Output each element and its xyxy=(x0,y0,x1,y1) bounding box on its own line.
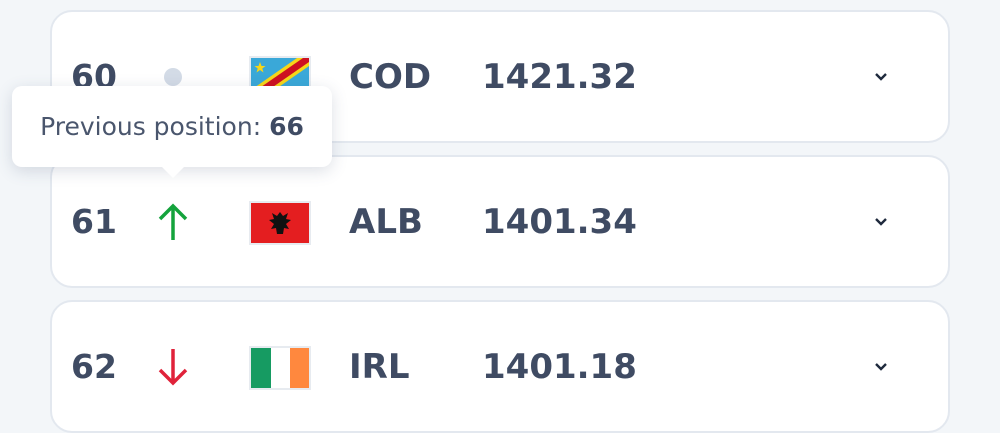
albania-flag-icon xyxy=(249,201,311,245)
no-change-dot-icon[interactable] xyxy=(156,12,190,141)
chevron-down-icon[interactable] xyxy=(874,12,888,141)
rating: 1401.18 xyxy=(482,346,637,387)
rating: 1401.34 xyxy=(482,201,637,242)
country-code: COD xyxy=(349,56,432,97)
tooltip-label: Previous position: xyxy=(40,112,262,141)
chevron-down-icon[interactable] xyxy=(874,157,888,286)
rank: 62 xyxy=(71,347,117,386)
ranking-row[interactable]: 62 IRL 1401.18 xyxy=(50,300,950,433)
arrow-up-icon[interactable] xyxy=(156,157,190,286)
previous-position-tooltip: Previous position: 66 xyxy=(12,86,332,178)
ranking-row[interactable]: 61 ALB 1401.34 xyxy=(50,155,950,288)
chevron-down-icon[interactable] xyxy=(874,302,888,431)
ireland-flag-icon xyxy=(249,346,311,390)
rank: 61 xyxy=(71,202,117,241)
country-code: IRL xyxy=(349,346,410,387)
rating: 1421.32 xyxy=(482,56,637,97)
tooltip-value: 66 xyxy=(269,112,304,141)
country-code: ALB xyxy=(349,201,423,242)
arrow-down-icon[interactable] xyxy=(156,302,190,431)
